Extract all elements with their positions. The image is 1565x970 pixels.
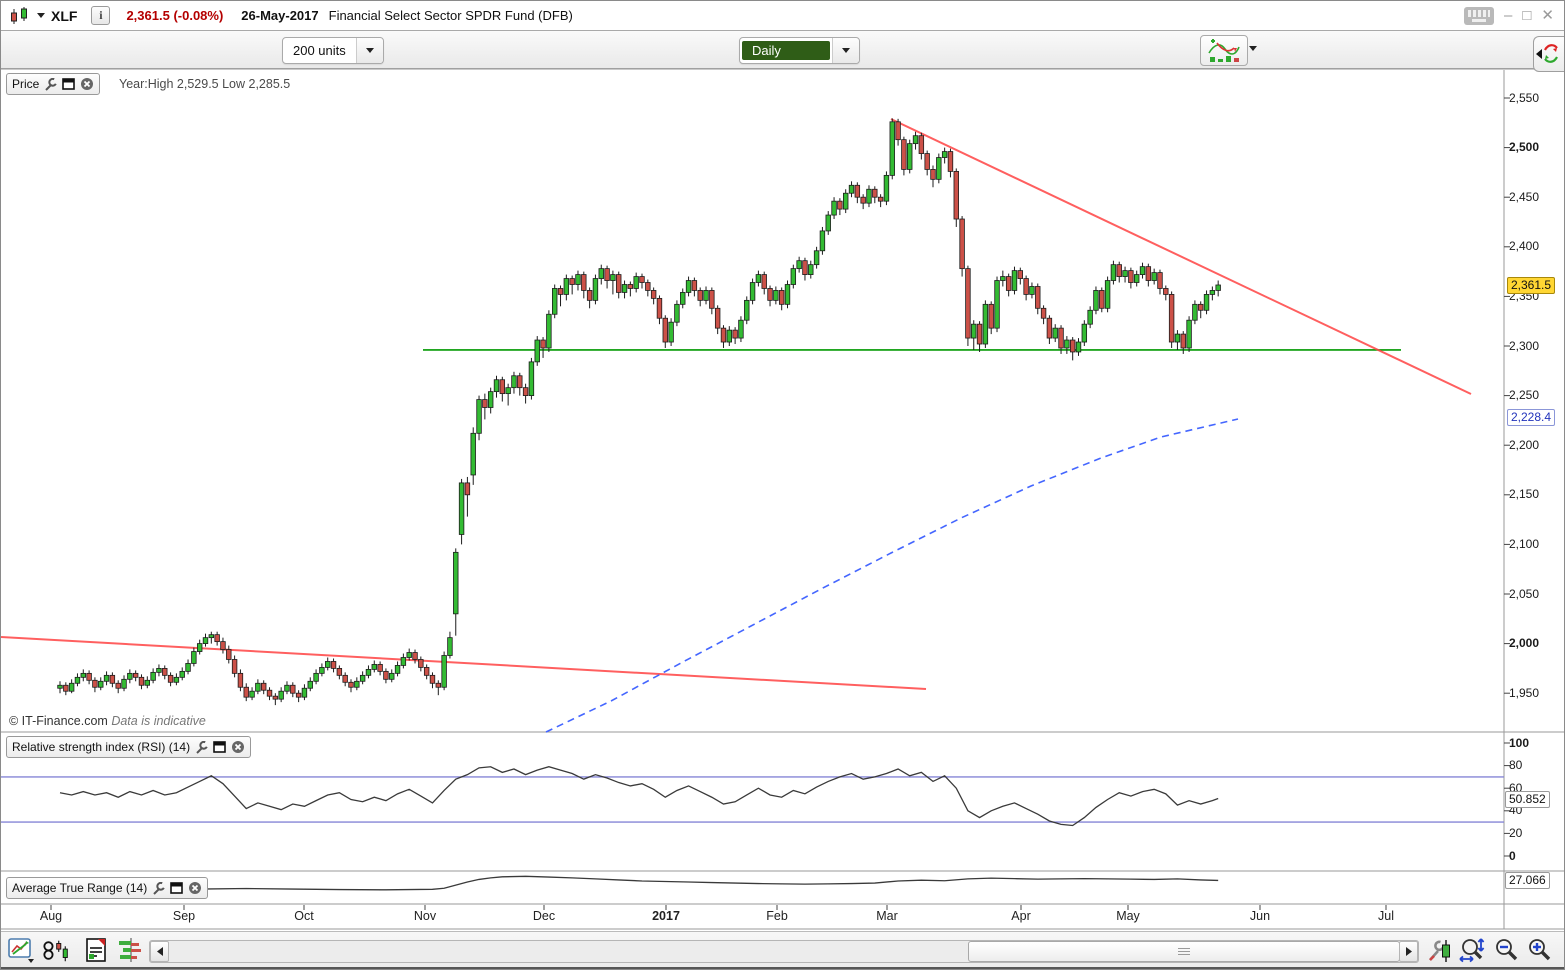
- side-panel-toggle[interactable]: [1533, 36, 1564, 72]
- price-axis-label: 2,250: [1509, 388, 1540, 403]
- minimize-button[interactable]: –: [1504, 7, 1513, 24]
- maximize-button[interactable]: □: [1522, 7, 1532, 24]
- time-axis-label: Jul: [1378, 909, 1394, 923]
- symbol-label: XLF: [51, 7, 78, 24]
- quote-date: 26-May-2017: [241, 8, 319, 23]
- zoom-in-button[interactable]: [1526, 937, 1554, 963]
- price-panel-label: Price: [12, 77, 40, 91]
- panel-window-icon[interactable]: [213, 741, 226, 753]
- wrench-icon[interactable]: [195, 740, 208, 754]
- time-axis-label: Apr: [1011, 909, 1031, 923]
- watermark: © IT-Finance.com Data is indicative: [9, 714, 206, 728]
- units-value: 200 units: [293, 43, 346, 58]
- rsi-axis-label: 20: [1509, 825, 1523, 840]
- atr-value-badge: 27.066: [1505, 872, 1550, 890]
- price-axis-label: 2,000: [1509, 636, 1540, 651]
- collapse-arrow-icon: [1536, 49, 1542, 59]
- chart-type-caret[interactable]: [1249, 46, 1257, 51]
- window-bottom-edge: [1, 967, 1564, 969]
- rsi-panel-chip: Relative strength index (RSI) (14): [6, 736, 252, 758]
- linked-instrument-button[interactable]: [41, 937, 69, 963]
- units-dropdown[interactable]: 200 units: [282, 37, 384, 64]
- virtual-keyboard-button[interactable]: [1464, 6, 1495, 25]
- time-axis-label: 2017: [652, 909, 680, 923]
- close-panel-icon[interactable]: [188, 881, 202, 895]
- close-panel-icon[interactable]: [80, 77, 94, 91]
- chart-type-icon: [1208, 38, 1240, 62]
- news-button[interactable]: [83, 937, 111, 963]
- time-axis-label: Dec: [532, 909, 556, 923]
- chart-settings-button[interactable]: [1426, 937, 1454, 963]
- scrollbar-thumb[interactable]: [968, 941, 1400, 962]
- timeframe-dropdown[interactable]: Daily: [739, 37, 860, 64]
- price-axis-label: 2,200: [1509, 437, 1540, 452]
- price-axis-label: 2,400: [1509, 239, 1540, 254]
- year-range-info: Year:High 2,529.5 Low 2,285.5: [119, 77, 291, 91]
- time-axis-label: Jun: [1249, 909, 1271, 923]
- price-axis-label: 2,100: [1509, 536, 1540, 551]
- rsi-axis-label: 80: [1509, 758, 1523, 773]
- close-button[interactable]: ✕: [1541, 7, 1554, 24]
- last-quote: 2,361.5 (-0.08%): [126, 8, 224, 23]
- symbol-dropdown-caret[interactable]: [37, 13, 45, 18]
- price-axis-label: 2,450: [1509, 189, 1540, 204]
- panel-window-icon[interactable]: [170, 882, 184, 894]
- chart-type-button[interactable]: [1200, 35, 1248, 66]
- ma-value-badge: 2,228.4: [1507, 409, 1556, 427]
- atr-panel-chip: Average True Range (14): [6, 877, 209, 899]
- timeframe-dropdown-caret[interactable]: [832, 38, 859, 63]
- price-panel-chip: Price: [6, 73, 101, 95]
- chart-region: Price Year:High 2,529.5 Low 2,285.5 © IT…: [1, 69, 1565, 931]
- scroll-left-button[interactable]: [150, 941, 169, 962]
- timeframe-value: Daily: [742, 41, 830, 60]
- price-axis-label: 2,550: [1509, 90, 1540, 105]
- time-axis-label: May: [1116, 909, 1140, 923]
- scroll-right-button[interactable]: [1399, 941, 1418, 962]
- time-axis-label: Nov: [413, 909, 437, 923]
- wrench-icon[interactable]: [152, 881, 165, 895]
- time-axis-label: Mar: [876, 909, 898, 923]
- time-axis-label: Oct: [294, 909, 314, 923]
- rsi-axis-label: 0: [1509, 848, 1516, 863]
- instrument-name: Financial Select Sector SPDR Fund (DFB): [328, 8, 573, 23]
- chart-scrollbar[interactable]: [149, 940, 1419, 963]
- time-axis-label: Feb: [766, 909, 788, 923]
- drawing-tools-button[interactable]: [7, 937, 35, 963]
- zoom-out-button[interactable]: [1493, 937, 1521, 963]
- swap-arrows-icon: [1544, 44, 1558, 63]
- chart-canvas[interactable]: [1, 69, 1565, 931]
- title-bar: XLF i 2,361.5 (-0.08%) 26-May-2017 Finan…: [1, 1, 1564, 31]
- time-axis-label: Aug: [39, 909, 63, 923]
- price-axis-label: 2,150: [1509, 487, 1540, 502]
- rsi-value-badge: 50.852: [1505, 790, 1550, 808]
- rsi-panel-label: Relative strength index (RSI) (14): [12, 740, 191, 754]
- atr-panel-label: Average True Range (14): [12, 881, 148, 895]
- bottom-toolbar: [1, 931, 1564, 967]
- price-axis-label: 2,300: [1509, 338, 1540, 353]
- price-axis-label: 2,500: [1509, 140, 1540, 155]
- candlestick-logo-icon: [9, 6, 31, 26]
- info-button[interactable]: i: [91, 6, 111, 25]
- price-axis-label: 2,050: [1509, 586, 1540, 601]
- units-dropdown-caret[interactable]: [355, 38, 383, 63]
- panel-window-icon[interactable]: [62, 78, 76, 90]
- chart-toolbar: 200 units Daily: [1, 31, 1564, 69]
- wrench-icon[interactable]: [44, 77, 58, 91]
- time-axis-label: Sep: [172, 909, 196, 923]
- rsi-axis-label: 100: [1509, 735, 1530, 750]
- zoom-fit-button[interactable]: [1459, 937, 1487, 963]
- close-panel-icon[interactable]: [231, 740, 245, 754]
- screener-button[interactable]: [117, 937, 145, 963]
- last-price-badge: 2,361.5: [1507, 276, 1556, 294]
- price-axis-label: 1,950: [1509, 685, 1540, 700]
